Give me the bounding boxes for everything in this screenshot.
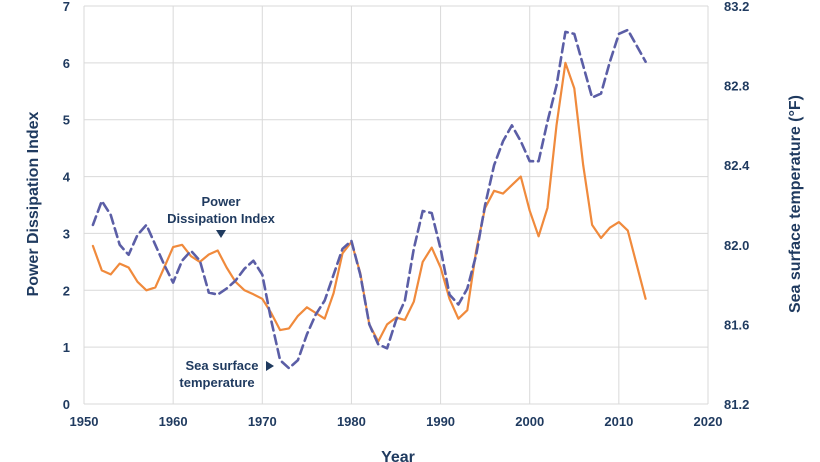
right-y-tick-label: 82.8 <box>724 79 749 94</box>
x-tick-label: 1950 <box>70 414 99 429</box>
sst-series-line <box>91 28 647 370</box>
right-y-tick-label: 81.6 <box>724 317 749 332</box>
pdi-annotation-arrow <box>216 230 226 238</box>
x-tick-label: 2000 <box>515 414 544 429</box>
x-axis-ticks: 1950 1960 1970 1980 1990 2000 2010 2020 <box>70 414 723 429</box>
sst-annotation-line-1: Sea surface <box>186 358 259 373</box>
left-y-tick-label: 5 <box>63 113 70 128</box>
right-y-tick-label: 83.2 <box>724 0 749 14</box>
right-y-axis-ticks: 81.2 81.6 82.0 82.4 82.8 83.2 <box>724 0 750 412</box>
left-y-tick-label: 1 <box>63 340 70 355</box>
sst-annotation-arrow <box>266 361 274 371</box>
x-tick-label: 2020 <box>694 414 723 429</box>
pdi-annotation: Power Dissipation Index <box>167 194 276 238</box>
left-y-axis-ticks: 0 1 2 3 4 5 6 7 <box>63 0 71 412</box>
gridlines <box>83 5 709 405</box>
series-lines <box>91 28 647 370</box>
x-tick-label: 2010 <box>604 414 633 429</box>
right-y-tick-label: 81.2 <box>724 397 749 412</box>
left-y-tick-label: 6 <box>63 56 70 71</box>
right-y-tick-label: 82.4 <box>724 158 750 173</box>
right-y-axis-title: Sea surface temperature (°F) <box>787 95 804 313</box>
left-y-tick-label: 2 <box>63 283 70 298</box>
pdi-annotation-line-2: Dissipation Index <box>167 211 275 226</box>
pdi-annotation-line-1: Power <box>201 194 240 209</box>
x-tick-label: 1960 <box>159 414 188 429</box>
left-y-tick-label: 7 <box>63 0 70 14</box>
right-y-tick-label: 82.0 <box>724 238 749 253</box>
sst-annotation-line-2: temperature <box>179 375 254 390</box>
x-axis-title: Year <box>381 449 415 462</box>
x-tick-label: 1980 <box>337 414 366 429</box>
x-tick-label: 1990 <box>426 414 455 429</box>
left-y-axis-title: Power Dissipation Index <box>25 111 42 296</box>
left-y-tick-label: 0 <box>63 397 70 412</box>
left-y-tick-label: 4 <box>63 170 71 185</box>
sst-annotation: Sea surface temperature <box>179 358 274 390</box>
pdi-series-line <box>91 61 647 343</box>
left-y-tick-label: 3 <box>63 226 70 241</box>
x-tick-label: 1970 <box>248 414 277 429</box>
